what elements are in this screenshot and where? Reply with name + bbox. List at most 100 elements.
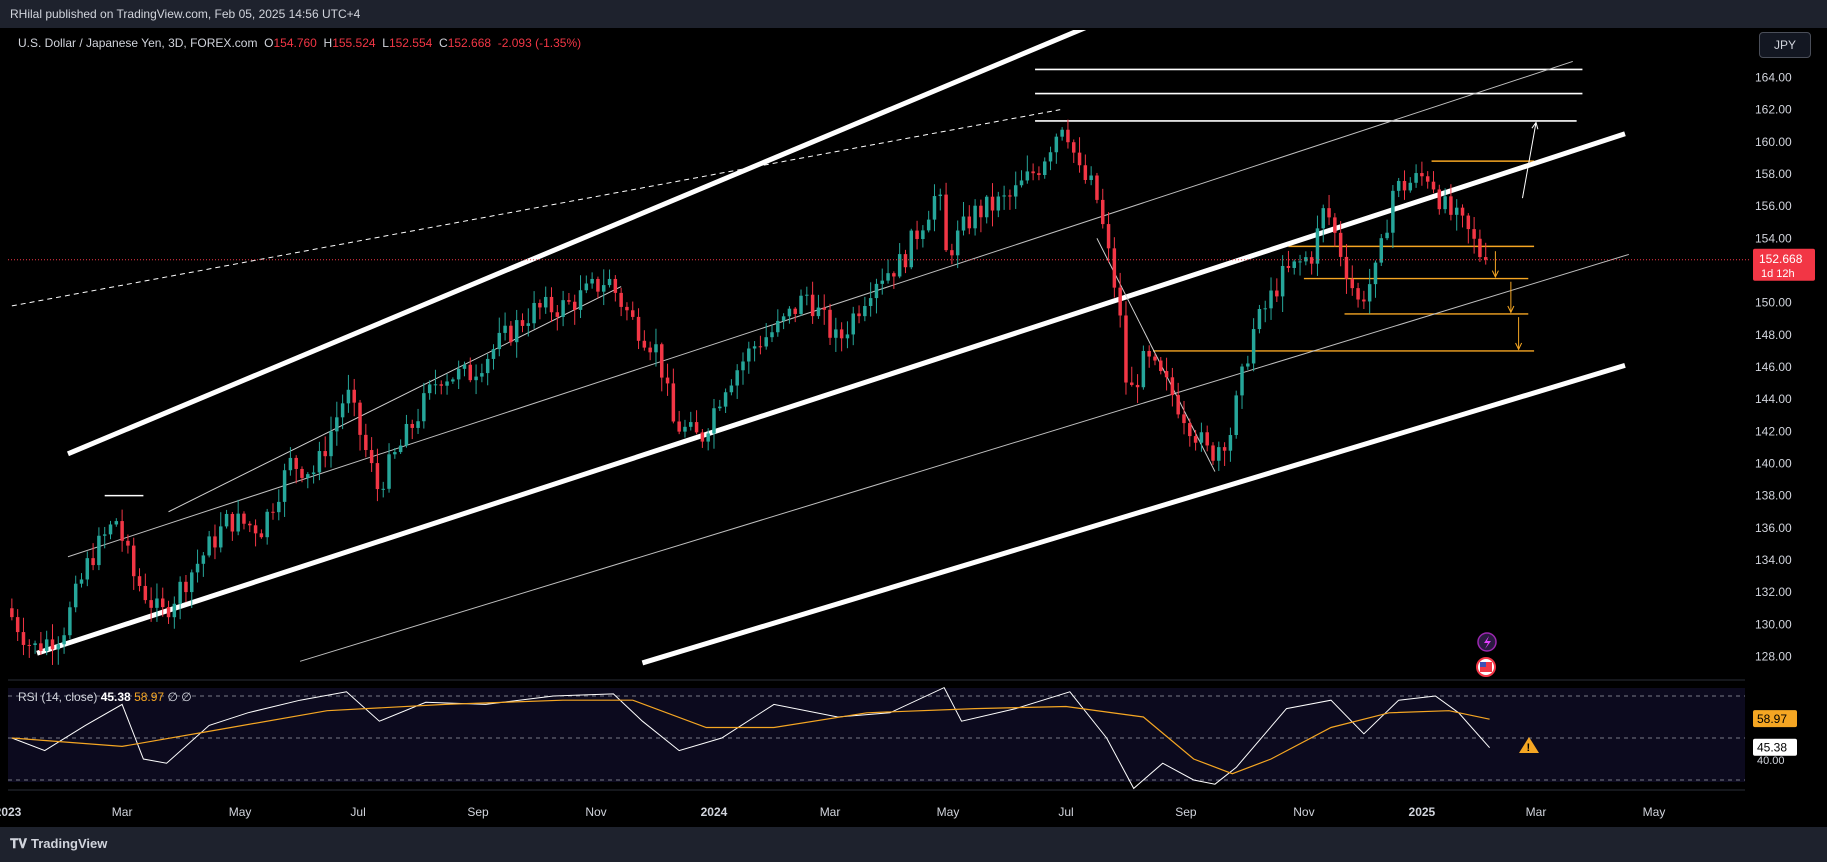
tradingview-logo[interactable]: 𝐓𝐕 TradingView	[10, 836, 107, 852]
candle-body	[822, 307, 826, 310]
low-value: 152.554	[388, 36, 433, 50]
candle-body	[433, 384, 438, 386]
candle	[909, 228, 914, 270]
candle	[242, 511, 246, 530]
candle-body	[68, 607, 72, 636]
symbol-name: U.S. Dollar / Japanese Yen, 3D, FOREX.co…	[18, 36, 258, 50]
candle-body	[1396, 180, 1401, 191]
candle	[700, 429, 705, 448]
candle	[404, 414, 409, 448]
candle	[456, 360, 461, 390]
candle-body	[456, 368, 461, 380]
candle	[1240, 363, 1244, 409]
candle	[44, 630, 49, 656]
candle-body	[102, 534, 107, 536]
candle-body	[265, 511, 269, 538]
candle	[601, 269, 606, 306]
candle-body	[27, 644, 32, 646]
candle	[874, 278, 879, 314]
candle	[79, 573, 84, 588]
candle	[358, 399, 362, 451]
candle	[230, 512, 235, 541]
candle	[718, 399, 722, 412]
candle-body	[271, 511, 275, 513]
candle-body	[39, 643, 43, 651]
candle-body	[625, 306, 629, 311]
candle	[1066, 119, 1070, 149]
candle	[747, 341, 751, 374]
candle	[1002, 185, 1006, 210]
candle-body	[689, 422, 693, 427]
candle	[1338, 221, 1343, 267]
rsi-ma-tag	[1753, 710, 1797, 728]
trendline	[11, 109, 1061, 307]
candle	[1356, 282, 1360, 308]
candle-body	[1344, 256, 1349, 279]
candle	[1344, 244, 1349, 294]
candle	[677, 410, 681, 435]
candle-body	[1443, 196, 1447, 210]
candle-body	[538, 302, 542, 308]
candle-body	[462, 364, 467, 369]
candle-body	[938, 194, 943, 197]
candle	[178, 576, 182, 620]
candle	[1234, 390, 1238, 439]
candle-body	[990, 196, 995, 211]
candle	[306, 472, 310, 489]
candle-body	[712, 408, 716, 434]
candle-body	[1217, 447, 1221, 461]
candle	[10, 598, 14, 621]
candle-body	[15, 617, 20, 633]
candle-body	[921, 230, 925, 240]
candle	[793, 307, 797, 323]
candle	[1159, 356, 1163, 375]
candle-body	[607, 278, 612, 286]
candle-body	[816, 307, 821, 317]
candle	[712, 398, 716, 449]
candle	[201, 552, 206, 577]
candle-body	[1350, 278, 1355, 289]
candle-body	[1013, 185, 1018, 197]
candle-body	[387, 454, 391, 489]
candle-body	[654, 344, 658, 353]
candle	[224, 509, 229, 529]
candle-body	[572, 301, 577, 310]
candle-body	[317, 451, 322, 473]
time-tick-label: Nov	[585, 805, 606, 819]
candle	[21, 617, 26, 656]
candle	[149, 587, 153, 622]
candle-body	[451, 379, 455, 382]
candle	[1048, 146, 1053, 171]
time-tick-label: 2024	[701, 805, 728, 819]
candle	[1292, 259, 1296, 275]
candle-body	[1356, 288, 1360, 300]
candle-body	[950, 250, 954, 256]
candle	[1025, 155, 1030, 184]
candle	[1483, 242, 1488, 265]
candle	[253, 519, 258, 547]
candle	[236, 499, 240, 536]
price-tick-label: 158.00	[1755, 167, 1792, 181]
candle-body	[1002, 195, 1006, 197]
candle	[393, 448, 397, 459]
candle	[271, 503, 275, 520]
trendline	[299, 253, 1630, 662]
candle-body	[242, 513, 246, 524]
candle	[509, 321, 513, 346]
candle-body	[1205, 432, 1209, 446]
candle	[172, 596, 177, 629]
candle-body	[1315, 228, 1320, 264]
time-tick-label: Jul	[1058, 805, 1073, 819]
candle-body	[375, 463, 380, 490]
candle	[514, 309, 519, 358]
candle-body	[671, 383, 676, 422]
candle-body	[526, 323, 531, 326]
rsi-ma-tag-value: 58.97	[1757, 712, 1787, 726]
candle	[491, 344, 496, 370]
currency-button[interactable]: JPY	[1759, 32, 1811, 58]
candle-body	[172, 603, 177, 618]
candle	[810, 281, 815, 324]
candle-body	[567, 300, 571, 302]
candle	[1408, 177, 1413, 193]
